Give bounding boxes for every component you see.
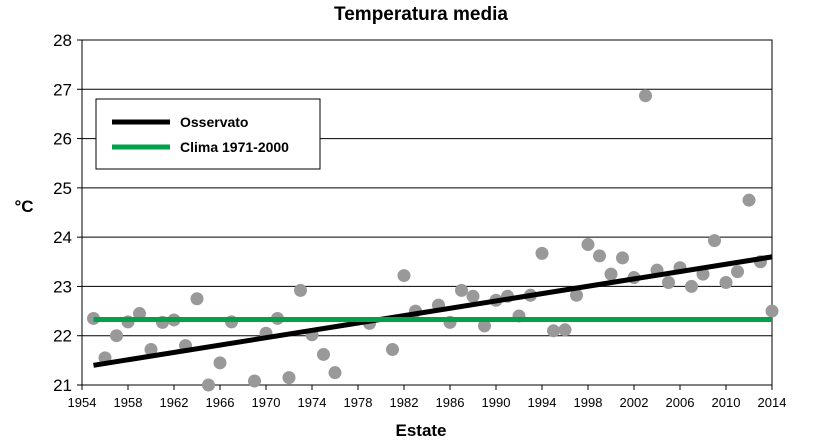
data-point-2003 [639, 89, 652, 103]
data-point-2011 [731, 265, 744, 279]
data-point-2009 [708, 234, 721, 248]
data-point-1998 [581, 238, 595, 252]
data-point-1966 [213, 356, 227, 370]
data-point-1997 [570, 288, 583, 302]
x-tick-label-1990: 1990 [482, 395, 511, 410]
y-axis-ticks: 21 22 23 24 25 26 27 28 [53, 31, 82, 395]
data-point-2007 [685, 279, 698, 293]
x-tick-label-1974: 1974 [298, 395, 327, 410]
y-tick-label-26: 26 [53, 130, 72, 149]
data-point-1975 [317, 347, 330, 361]
data-point-1981 [386, 343, 399, 357]
data-point-1999 [593, 249, 606, 263]
series-lines [93, 254, 773, 368]
legend-label-osservato: Osservato [180, 114, 248, 130]
legend-label-clima: Clima 1971-2000 [180, 139, 289, 155]
y-axis-label: °C [14, 197, 33, 216]
series-line-osservato [93, 254, 773, 368]
data-point-1972 [282, 371, 296, 385]
data-point-2010 [719, 275, 733, 289]
x-tick-label-1954: 1954 [68, 395, 97, 410]
y-tick-label-28: 28 [53, 31, 72, 50]
data-point-1976 [328, 366, 342, 380]
y-tick-label-22: 22 [53, 327, 72, 346]
data-point-1988 [466, 289, 480, 303]
legend: Osservato Clima 1971-2000 [95, 98, 321, 170]
y-tick-label-23: 23 [53, 277, 72, 296]
data-point-1973 [294, 283, 307, 297]
data-point-2000 [604, 267, 618, 281]
data-point-1987 [455, 283, 468, 297]
x-tick-label-1958: 1958 [114, 395, 143, 410]
x-tick-label-1970: 1970 [252, 395, 281, 410]
plot-area-frame [81, 39, 773, 386]
data-point-1982 [397, 269, 411, 283]
y-tick-label-24: 24 [53, 228, 72, 247]
data-point-1957 [110, 329, 123, 343]
data-point-2012 [742, 193, 756, 207]
data-point-2005 [662, 275, 675, 289]
x-axis-ticks: 1954 1958 1962 1966 1970 1974 1978 1982 1986 1990… [68, 385, 787, 410]
data-point-1994 [535, 246, 549, 260]
x-tick-label-1994: 1994 [528, 395, 557, 410]
data-point-2001 [616, 251, 629, 265]
x-tick-label-1986: 1986 [436, 395, 465, 410]
data-point-2014 [765, 304, 779, 318]
y-tick-label-25: 25 [53, 179, 72, 198]
legend-box [95, 98, 321, 170]
data-point-1969 [248, 374, 261, 388]
data-point-1995 [547, 324, 560, 338]
x-axis-label: Estate [395, 421, 446, 440]
data-point-1965 [202, 378, 215, 392]
data-point-1959 [133, 307, 146, 321]
x-tick-label-2006: 2006 [666, 395, 695, 410]
data-point-1964 [190, 292, 204, 306]
x-tick-label-1962: 1962 [160, 395, 189, 410]
x-tick-label-2014: 2014 [758, 395, 787, 410]
data-point-1996 [558, 323, 572, 337]
x-tick-label-1982: 1982 [390, 395, 419, 410]
x-tick-label-2002: 2002 [620, 395, 649, 410]
x-tick-label-2010: 2010 [712, 395, 741, 410]
y-tick-label-21: 21 [53, 376, 72, 395]
y-tick-label-27: 27 [53, 80, 72, 99]
chart-title: Temperatura media [334, 4, 508, 25]
data-point-1989 [478, 319, 491, 333]
x-tick-label-1978: 1978 [344, 395, 373, 410]
x-tick-label-1998: 1998 [574, 395, 603, 410]
data-point-1960 [144, 343, 158, 357]
x-tick-label-1966: 1966 [206, 395, 235, 410]
